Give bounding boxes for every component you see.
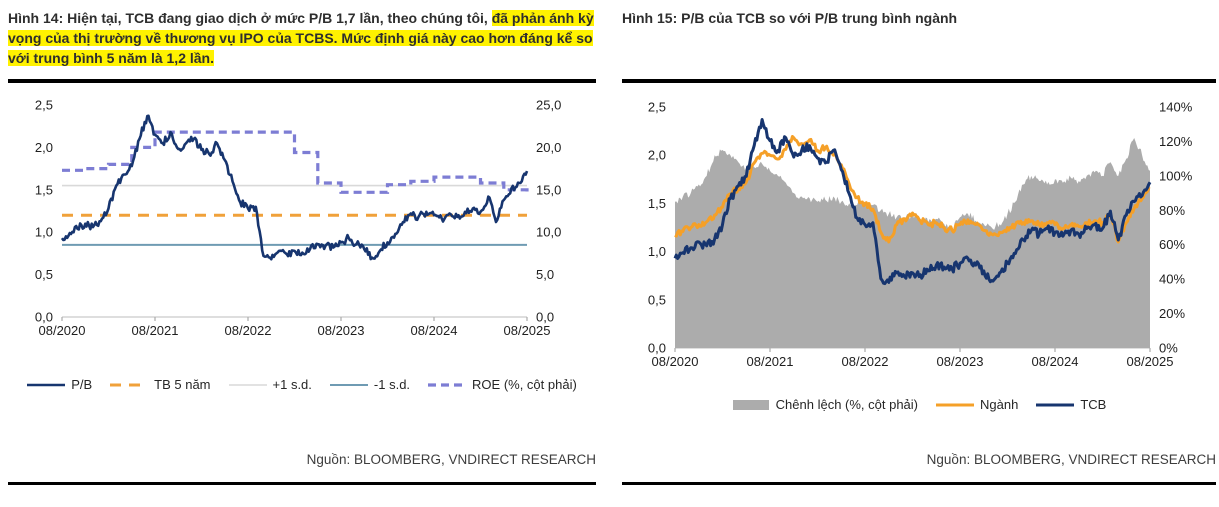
- legend-item: ROE (%, cột phải): [428, 377, 577, 392]
- figure-14-bottom-rule: [8, 482, 596, 485]
- svg-text:08/2025: 08/2025: [504, 323, 551, 338]
- svg-text:2,5: 2,5: [648, 100, 666, 115]
- svg-text:08/2021: 08/2021: [132, 323, 179, 338]
- figure-14-top-rule: [8, 79, 596, 83]
- svg-text:140%: 140%: [1159, 100, 1193, 115]
- svg-text:15,0: 15,0: [536, 182, 561, 197]
- figure-15-title: Hình 15: P/B của TCB so với P/B trung bì…: [622, 8, 1216, 28]
- svg-text:08/2022: 08/2022: [225, 323, 272, 338]
- svg-text:20,0: 20,0: [536, 140, 561, 155]
- svg-text:08/2022: 08/2022: [842, 354, 889, 369]
- svg-text:1,0: 1,0: [648, 244, 666, 259]
- figure-15: Hình 15: P/B của TCB so với P/B trung bì…: [622, 8, 1216, 485]
- svg-text:5,0: 5,0: [536, 267, 554, 282]
- svg-text:40%: 40%: [1159, 272, 1185, 287]
- legend-label: -1 s.d.: [373, 377, 411, 392]
- title-text: Hình 14: Hiện tại, TCB đang giao dịch ở …: [8, 10, 492, 26]
- figure-14-title: Hình 14: Hiện tại, TCB đang giao dịch ở …: [8, 8, 596, 68]
- figure-15-legend: Chênh lệch (%, cột phải) Ngành TCB: [622, 397, 1216, 412]
- svg-text:0,0: 0,0: [536, 310, 554, 325]
- legend-item: Chênh lệch (%, cột phải): [732, 397, 918, 412]
- legend-swatch-line: [428, 382, 467, 387]
- svg-text:0,0: 0,0: [648, 341, 666, 356]
- svg-text:1,5: 1,5: [35, 182, 53, 197]
- svg-text:25,0: 25,0: [536, 98, 561, 113]
- legend-item: Ngành: [936, 397, 1018, 412]
- legend-swatch-line: [1036, 403, 1075, 406]
- figure-14-chart: 08/2020 08/2021 08/2022 08/2023 08/2024 08/20…: [35, 98, 561, 339]
- svg-text:08/2024: 08/2024: [411, 323, 458, 338]
- legend-label: Chênh lệch (%, cột phải): [775, 397, 919, 412]
- svg-text:2,0: 2,0: [648, 148, 666, 163]
- legend-item: TB 5 năm: [110, 377, 211, 392]
- legend-swatch-line: [936, 403, 975, 406]
- figure-14-source: Nguồn: BLOOMBERG, VNDIRECT RESEARCH: [306, 452, 596, 467]
- legend-swatch-line: [329, 383, 368, 386]
- svg-text:60%: 60%: [1159, 237, 1185, 252]
- svg-text:10,0: 10,0: [536, 225, 561, 240]
- svg-text:0,5: 0,5: [648, 292, 666, 307]
- svg-text:08/2023: 08/2023: [318, 323, 365, 338]
- figure-14-legend: P/B TB 5 năm +1 s.d. -1 s.d. ROE (%, cột phả…: [8, 377, 596, 392]
- legend-item: P/B: [27, 377, 92, 392]
- svg-text:0,5: 0,5: [35, 267, 53, 282]
- svg-text:08/2020: 08/2020: [39, 323, 86, 338]
- svg-text:20%: 20%: [1159, 306, 1185, 321]
- figure-15-chart: 08/2020 08/2021 08/2022 08/2023 08/2024 08/20…: [648, 100, 1193, 370]
- svg-text:08/2023: 08/2023: [937, 354, 984, 369]
- svg-text:1,5: 1,5: [648, 196, 666, 211]
- svg-text:80%: 80%: [1159, 203, 1185, 218]
- svg-text:120%: 120%: [1159, 134, 1193, 149]
- svg-text:2,0: 2,0: [35, 140, 53, 155]
- figure-15-top-rule: [622, 79, 1216, 83]
- figure-15-source: Nguồn: BLOOMBERG, VNDIRECT RESEARCH: [926, 452, 1216, 467]
- svg-text:08/2025: 08/2025: [1127, 354, 1174, 369]
- legend-item: -1 s.d.: [329, 377, 411, 392]
- figure-14: Hình 14: Hiện tại, TCB đang giao dịch ở …: [8, 8, 596, 485]
- legend-label: TB 5 năm: [154, 377, 211, 392]
- svg-text:08/2020: 08/2020: [652, 354, 699, 369]
- legend-item: TCB: [1036, 397, 1106, 412]
- svg-text:1,0: 1,0: [35, 225, 53, 240]
- svg-text:0,0: 0,0: [35, 310, 53, 325]
- legend-label: +1 s.d.: [272, 377, 312, 392]
- legend-label: Ngành: [980, 397, 1019, 412]
- legend-label: P/B: [71, 377, 93, 392]
- figure-15-bottom-rule: [622, 482, 1216, 485]
- svg-text:0%: 0%: [1159, 341, 1178, 356]
- legend-swatch-line: [27, 383, 66, 386]
- svg-text:08/2021: 08/2021: [747, 354, 794, 369]
- title-text: Hình 15: P/B của TCB so với P/B trung bì…: [622, 10, 958, 26]
- legend-item: +1 s.d.: [228, 377, 312, 392]
- svg-text:2,5: 2,5: [35, 98, 53, 113]
- svg-text:100%: 100%: [1159, 168, 1193, 183]
- legend-swatch-line: [228, 383, 267, 386]
- legend-swatch-area: [732, 399, 769, 410]
- legend-swatch-line: [110, 383, 149, 386]
- svg-text:08/2024: 08/2024: [1032, 354, 1079, 369]
- legend-label: TCB: [1080, 397, 1107, 412]
- legend-label: ROE (%, cột phải): [472, 377, 577, 392]
